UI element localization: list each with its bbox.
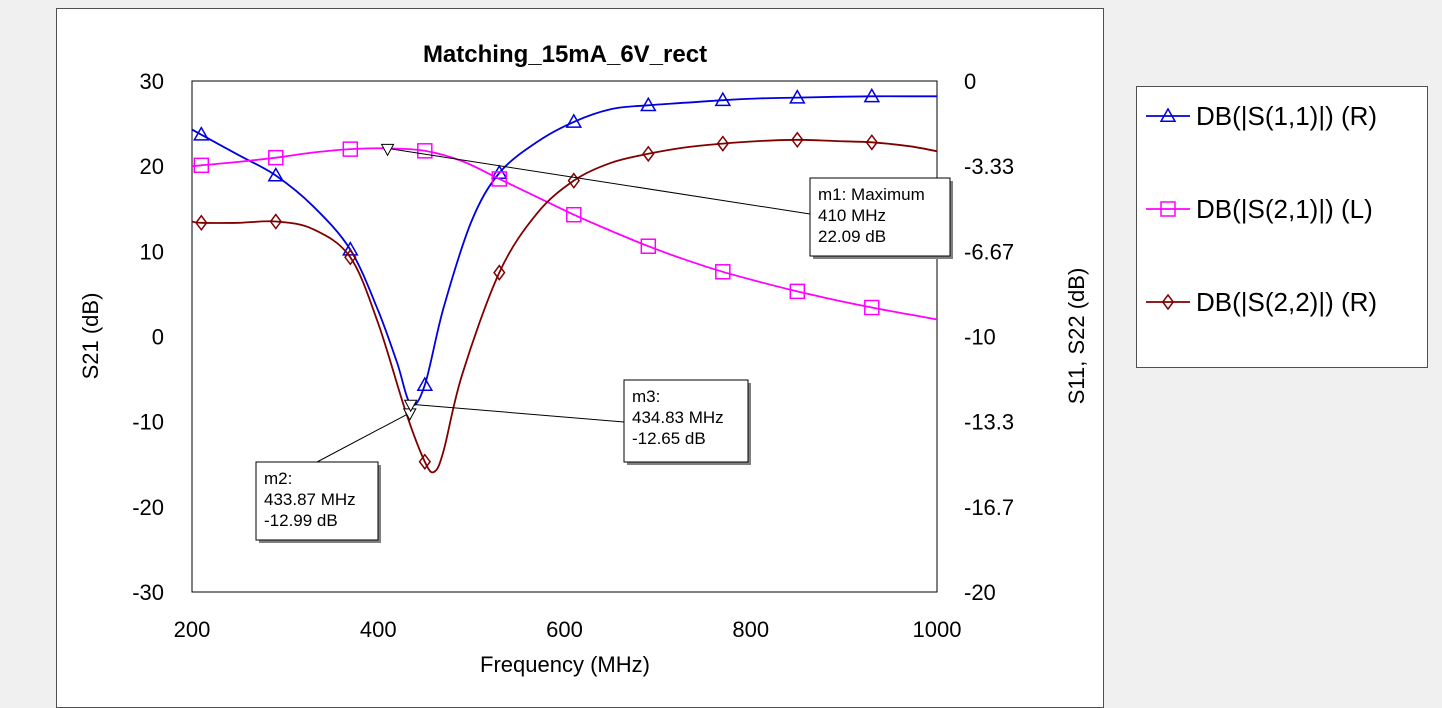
series-2-point bbox=[566, 206, 582, 223]
chart-title: Matching_15mA_6V_rect bbox=[423, 41, 707, 68]
m3-callout-line2: 434.83 MHz bbox=[632, 408, 724, 427]
legend-swatch-marker-1 bbox=[1159, 107, 1177, 122]
series-line-2 bbox=[191, 147, 938, 321]
m1-callout-box bbox=[809, 177, 951, 257]
y-left-tick-label: 10 bbox=[140, 239, 164, 264]
y-left-tick-label: 20 bbox=[140, 154, 164, 179]
legend-swatch-marker-2 bbox=[1160, 201, 1176, 217]
legend-swatch-marker-3 bbox=[1161, 293, 1175, 311]
legend: DB(|S(1,1)|) (R) DB(|S(2,1)|) (L) DB(|S(2,… bbox=[1146, 101, 1377, 317]
y-left-tick-label: -30 bbox=[132, 580, 164, 605]
y-right-tick-label: -3.33 bbox=[964, 154, 1014, 179]
x-tick-label: 800 bbox=[732, 617, 769, 642]
series-3-point bbox=[716, 135, 729, 152]
y-right-tick-label: -6.67 bbox=[964, 239, 1014, 264]
y-axis-left-ticks: 30 20 10 0 -10 -20 -30 bbox=[132, 69, 164, 605]
y-left-tick-label: 0 bbox=[152, 325, 164, 350]
series-3-point bbox=[344, 249, 357, 266]
series-3-point bbox=[642, 145, 655, 163]
m3-callout-line3: -12.65 dB bbox=[632, 429, 706, 448]
m2-callout-line2: 433.87 MHz bbox=[264, 490, 356, 509]
series-3-point bbox=[195, 214, 208, 232]
series-3-point bbox=[791, 131, 804, 149]
x-tick-label: 400 bbox=[360, 617, 397, 642]
series-2-point bbox=[193, 157, 210, 174]
y-axis-right-label: S11, S22 (dB) bbox=[1064, 268, 1089, 405]
series-1-point bbox=[193, 126, 210, 141]
y-right-tick-label: -13.3 bbox=[964, 410, 1014, 435]
m2-callout-box bbox=[255, 461, 379, 541]
series-3-point bbox=[418, 453, 431, 470]
series-2-point bbox=[342, 141, 359, 157]
series-1-point bbox=[416, 376, 434, 392]
x-tick-label: 200 bbox=[174, 617, 211, 642]
x-tick-label: 600 bbox=[546, 617, 583, 642]
m1-leader-line bbox=[387, 147, 811, 215]
series-1-point bbox=[565, 113, 583, 128]
m1-callout-line1: m1: Maximum bbox=[818, 185, 925, 204]
series-layer bbox=[191, 87, 938, 474]
series-1-point bbox=[342, 241, 359, 256]
m3-callout-line1: m3: bbox=[632, 387, 660, 406]
series-2-point bbox=[491, 171, 508, 187]
series-1-point bbox=[640, 96, 657, 112]
series-1-point bbox=[863, 87, 881, 103]
m2-callout-line3: -12.99 dB bbox=[264, 511, 338, 530]
m3-marker-symbol bbox=[403, 399, 418, 413]
y-right-tick-label: -16.7 bbox=[964, 495, 1014, 520]
series-2-point bbox=[789, 283, 806, 300]
series-3-point bbox=[493, 264, 506, 281]
y-left-tick-label: -20 bbox=[132, 495, 164, 520]
legend-entry-label: DB(|S(2,2)|) (R) bbox=[1196, 287, 1377, 317]
m1-marker-symbol bbox=[380, 143, 395, 157]
y-right-tick-label: -10 bbox=[964, 325, 996, 350]
x-axis-ticks: 200 400 600 800 1000 bbox=[174, 617, 962, 642]
series-3-point bbox=[269, 213, 282, 230]
m3-callout-box bbox=[623, 379, 749, 463]
m2-leader-line bbox=[316, 412, 411, 463]
y-right-tick-label: -20 bbox=[964, 580, 996, 605]
legend-entry-label: DB(|S(1,1)|) (R) bbox=[1196, 101, 1377, 131]
series-3-point bbox=[865, 134, 878, 151]
legend-entry-label: DB(|S(2,1)|) (L) bbox=[1196, 194, 1373, 224]
marker-layer: m1: Maximum 410 MHz 22.09 dB m2: 433.87 MHz -… bbox=[255, 143, 953, 543]
x-tick-label: 1000 bbox=[913, 617, 962, 642]
series-2-point bbox=[715, 264, 731, 280]
y-axis-right-ticks: 0 -3.33 -6.67 -10 -13.3 -16.7 -20 bbox=[964, 69, 1014, 605]
m2-callout-line1: m2: bbox=[264, 469, 292, 488]
series-1-point bbox=[267, 167, 285, 182]
m3-leader-line bbox=[410, 403, 625, 423]
series-2-point bbox=[640, 238, 657, 254]
m1-callout-line3: 22.09 dB bbox=[818, 227, 886, 246]
series-line-3 bbox=[191, 138, 938, 474]
series-2-point bbox=[864, 299, 880, 316]
legend-panel bbox=[1136, 86, 1428, 368]
series-2-point bbox=[417, 143, 433, 159]
y-right-tick-label: 0 bbox=[964, 69, 976, 94]
m1-callout-line2: 410 MHz bbox=[818, 206, 886, 225]
y-axis-left-label: S21 (dB) bbox=[78, 293, 103, 380]
series-2-point bbox=[268, 149, 284, 166]
x-axis-label: Frequency (MHz) bbox=[480, 652, 650, 677]
y-left-tick-label: 30 bbox=[140, 69, 164, 94]
y-left-tick-label: -10 bbox=[132, 410, 164, 435]
series-1-point bbox=[714, 91, 732, 107]
series-1-point bbox=[789, 89, 806, 104]
